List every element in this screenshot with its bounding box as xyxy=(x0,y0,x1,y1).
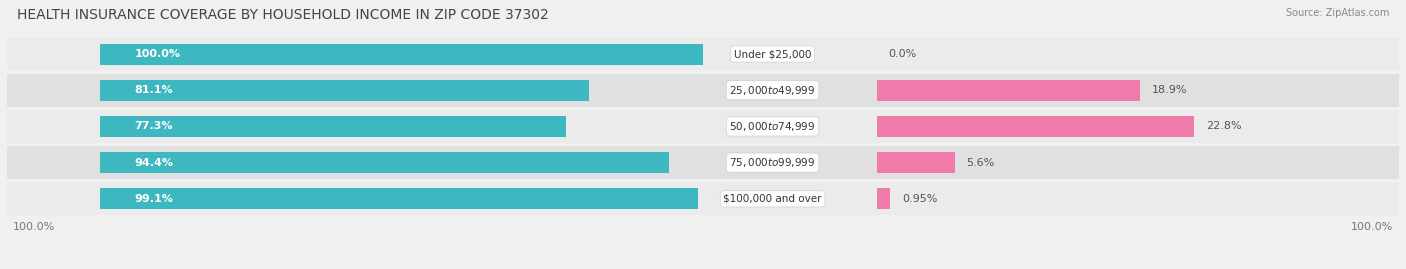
Text: 0.95%: 0.95% xyxy=(901,194,938,204)
Bar xyxy=(877,188,890,209)
Bar xyxy=(877,116,1194,137)
Text: Source: ZipAtlas.com: Source: ZipAtlas.com xyxy=(1285,8,1389,18)
Text: HEALTH INSURANCE COVERAGE BY HOUSEHOLD INCOME IN ZIP CODE 37302: HEALTH INSURANCE COVERAGE BY HOUSEHOLD I… xyxy=(17,8,548,22)
Bar xyxy=(877,80,1140,101)
Text: 5.6%: 5.6% xyxy=(966,158,995,168)
Bar xyxy=(100,44,703,65)
Text: 0.0%: 0.0% xyxy=(889,49,917,59)
Bar xyxy=(7,74,1399,107)
Bar xyxy=(7,183,1399,215)
Bar xyxy=(100,188,697,209)
Text: $50,000 to $74,999: $50,000 to $74,999 xyxy=(730,120,815,133)
Text: 100.0%: 100.0% xyxy=(135,49,180,59)
Bar xyxy=(7,146,1399,179)
Text: Under $25,000: Under $25,000 xyxy=(734,49,811,59)
Text: $75,000 to $99,999: $75,000 to $99,999 xyxy=(730,156,815,169)
Text: $25,000 to $49,999: $25,000 to $49,999 xyxy=(730,84,815,97)
Text: 100.0%: 100.0% xyxy=(1351,222,1393,232)
Text: 81.1%: 81.1% xyxy=(135,85,173,95)
Bar xyxy=(100,152,669,173)
Bar xyxy=(7,110,1399,143)
Bar xyxy=(7,38,1399,70)
Text: $100,000 and over: $100,000 and over xyxy=(723,194,823,204)
Text: 99.1%: 99.1% xyxy=(135,194,173,204)
Bar xyxy=(100,80,589,101)
Bar xyxy=(100,116,567,137)
Text: 22.8%: 22.8% xyxy=(1206,121,1241,132)
Text: 77.3%: 77.3% xyxy=(135,121,173,132)
Text: 94.4%: 94.4% xyxy=(135,158,173,168)
Bar xyxy=(877,152,955,173)
Text: 100.0%: 100.0% xyxy=(13,222,55,232)
Text: 18.9%: 18.9% xyxy=(1152,85,1187,95)
